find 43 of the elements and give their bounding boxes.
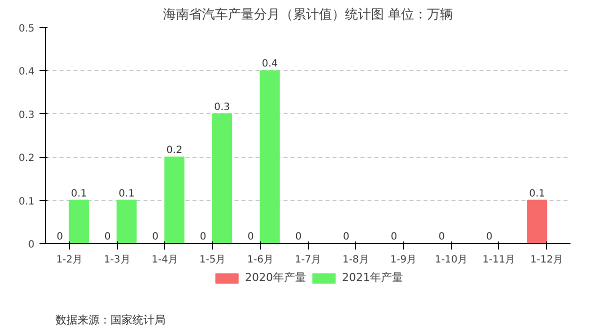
data-label: 0.1 [118,188,135,200]
bar [68,200,89,244]
data-label: 0 [248,232,254,242]
y-tick-label: 0.3 [18,110,35,121]
x-tick-label: 1-8月 [342,254,369,266]
bar [164,156,184,244]
legend-label: 2020年产量 [245,270,306,285]
data-label: 0 [295,232,302,242]
data-label: 0 [438,232,445,242]
chart-title: 海南省汽车产量分月（累计值）统计图 单位：万辆 [162,8,454,22]
x-tick-label: 1-11月 [482,254,516,266]
y-tick-label: 0.4 [18,66,35,78]
bar [212,113,232,244]
x-tick-label: 1-7月 [294,254,322,266]
y-tick-label: 0.2 [18,153,35,164]
x-tick-label: 1-2月 [56,254,83,266]
y-tick-label: 0 [28,240,35,250]
x-tick-label: 1-4月 [152,254,178,266]
x-tick-label: 1-12月 [530,254,563,266]
data-label: 0 [486,232,493,242]
source-note: 数据来源：国家统计局 [56,314,166,326]
data-label: 0 [152,232,158,242]
y-tick-label: 0.5 [18,24,35,34]
data-label: 0 [104,232,111,242]
x-tick-label: 1-5月 [199,254,226,266]
x-tick-label: 1-6月 [247,254,274,266]
data-label: 0.2 [166,145,182,156]
data-label: 0.1 [529,188,546,200]
x-tick-label: 1-3月 [104,254,130,266]
x-tick-label: 1-9月 [390,254,417,266]
bar [116,200,137,244]
x-tick-label: 1-10月 [434,254,468,266]
y-tick-label: 0.1 [18,196,35,208]
bar [527,200,548,244]
data-label: 0.4 [262,58,278,70]
data-label: 0.1 [70,188,87,200]
data-label: 0 [343,232,350,242]
data-label: 0 [390,232,398,242]
data-label: 0 [56,232,64,242]
data-label: 0 [200,232,206,242]
bar [260,70,280,244]
data-label: 0.3 [214,102,230,113]
legend-label: 2021年产量 [342,270,403,285]
